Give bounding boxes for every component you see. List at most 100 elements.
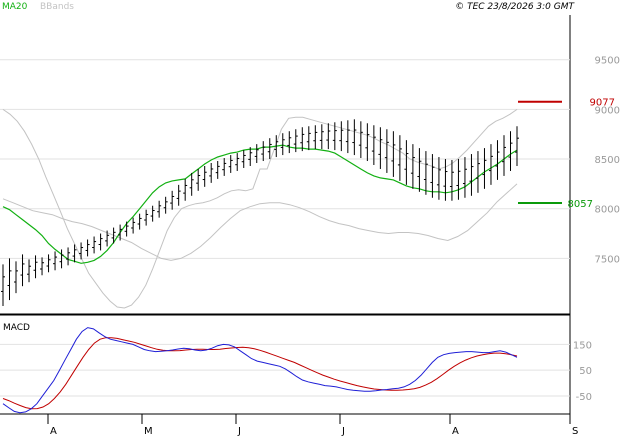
macd-panel-label: MACD: [3, 323, 30, 333]
price-bar: [228, 155, 233, 173]
price-bar: [287, 131, 292, 154]
bband-lower-line: [2, 183, 518, 261]
price-bar: [33, 255, 38, 279]
price-bar: [306, 126, 311, 151]
price-bar: [443, 159, 448, 201]
price-bar: [345, 120, 350, 154]
month-label: J: [237, 426, 241, 437]
price-bar: [118, 224, 123, 241]
price-bar: [20, 254, 25, 287]
price-bar: [397, 135, 402, 181]
price-bar: [508, 131, 513, 171]
price-bar: [339, 121, 344, 152]
price-bar: [27, 259, 32, 283]
price-bar: [274, 135, 279, 158]
price-tick-label: 8000: [595, 205, 620, 216]
price-bar: [40, 257, 45, 276]
month-label: A: [50, 426, 57, 437]
price-bar: [14, 261, 19, 294]
ma20-line: [2, 144, 518, 264]
price-bar: [430, 154, 435, 198]
price-bar: [170, 190, 175, 210]
price-bar: [196, 168, 201, 191]
legend-ma20: MA20: [2, 2, 28, 12]
price-bar: [235, 153, 240, 171]
price-bar: [111, 227, 116, 244]
price-bar: [352, 119, 357, 156]
price-bar: [98, 233, 103, 251]
price-bar: [410, 144, 415, 189]
macd-tick-label: 150: [573, 340, 592, 351]
price-bar: [365, 123, 370, 162]
copyright-label: © TEC 23/8/2026 3:0 GMT: [455, 2, 575, 12]
price-bar: [209, 163, 214, 183]
price-bar: [404, 140, 409, 185]
bband-upper-line: [2, 108, 518, 309]
chart-frame: [0, 15, 571, 424]
price-bar: [157, 200, 162, 218]
price-bar: [222, 158, 227, 176]
price-bar: [293, 129, 298, 153]
price-bar: [495, 140, 500, 180]
price-bar: [469, 154, 474, 196]
price-bar: [300, 127, 305, 152]
price-bar: [46, 254, 51, 273]
price-bar: [72, 244, 77, 263]
price-bar: [176, 184, 181, 206]
month-label: A: [452, 426, 459, 437]
macd-line: [2, 327, 518, 414]
price-tick-label: 9000: [595, 105, 620, 116]
moving-average: [2, 144, 518, 264]
price-bar: [137, 213, 142, 230]
price-bar: [124, 221, 129, 237]
price-bar: [1, 264, 5, 307]
legend-bbands: BBands: [40, 2, 74, 12]
resistance-label: 9077: [590, 98, 615, 109]
support-resistance: 9077 8057: [518, 98, 615, 210]
price-bar: [150, 205, 155, 222]
price-bar: [417, 148, 422, 192]
price-bar: [384, 129, 389, 173]
price-bar: [163, 196, 168, 214]
price-bar: [475, 151, 480, 193]
price-tick-label: 9500: [595, 56, 620, 67]
price-bar: [7, 258, 12, 301]
price-bar: [326, 123, 331, 150]
price-bar: [79, 242, 84, 260]
price-bar: [280, 133, 285, 156]
month-label: M: [144, 426, 153, 437]
price-bar: [515, 126, 519, 166]
macd-lines: [2, 327, 518, 414]
price-bar: [131, 217, 136, 234]
signal-line: [2, 337, 518, 410]
price-bar: [241, 150, 246, 168]
price-bar: [183, 178, 188, 201]
price-tick-label: 7500: [595, 254, 620, 265]
price-bar: [105, 230, 110, 247]
price-bar: [92, 236, 97, 254]
price-bar: [332, 122, 337, 151]
macd-tick-label: -50: [576, 392, 592, 403]
price-bar: [53, 251, 58, 271]
price-bar: [378, 127, 383, 169]
price-bar: [261, 141, 266, 162]
support-label: 8057: [568, 199, 593, 210]
price-bar: [358, 121, 363, 159]
axis-labels: 7500 8000 8500 9000 9500 -50 50 150 A M J J A S: [50, 56, 620, 437]
price-bar: [436, 157, 441, 200]
price-tick-label: 8500: [595, 155, 620, 166]
grid-lines: [0, 59, 570, 397]
price-bar: [248, 147, 253, 166]
price-bar: [267, 138, 272, 160]
price-bar: [254, 144, 259, 164]
macd-tick-label: 50: [579, 366, 592, 377]
price-bar: [488, 144, 493, 185]
bollinger-bands: [2, 108, 518, 309]
price-bar: [423, 151, 428, 195]
price-bar: [66, 247, 71, 266]
price-bar: [189, 172, 194, 196]
price-bars: [1, 119, 519, 307]
month-label: S: [572, 426, 578, 437]
price-bar: [313, 125, 318, 150]
